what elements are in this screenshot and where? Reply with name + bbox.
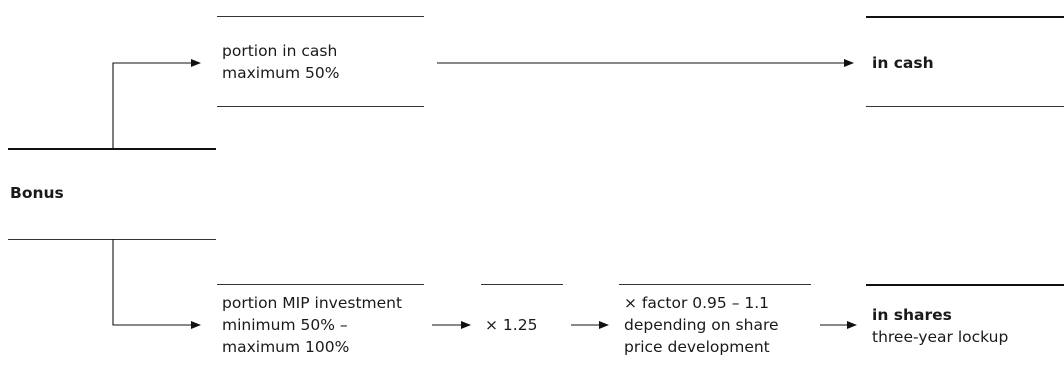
cash-result-bottom-rule (866, 106, 1064, 107)
cash-result-top-rule (866, 16, 1064, 18)
shares-result-top-rule (866, 284, 1064, 286)
bonus-to-mip-connector (112, 239, 201, 329)
cash-result-label: in cash (872, 54, 934, 72)
multiplier-label: × 1.25 (485, 316, 538, 334)
factor-line3: price development (624, 338, 770, 356)
factor-top-rule (619, 284, 811, 285)
factor-line2: depending on share (624, 316, 779, 334)
cash-portion-top-rule (217, 16, 424, 17)
mip-portion-line1: portion MIP investment (222, 294, 403, 312)
bonus-to-cash-connector (112, 59, 201, 148)
shares-result-sub: three-year lockup (872, 328, 1009, 346)
mip-portion-top-rule (217, 284, 424, 285)
shares-result-label: in shares (872, 306, 952, 324)
cash-portion-bottom-rule (217, 106, 424, 107)
multiplier-top-rule (481, 284, 563, 285)
bonus-label: Bonus (10, 184, 64, 202)
bonus-top-rule (8, 148, 216, 150)
cash-portion-line1: portion in cash (222, 42, 338, 60)
cash-portion-line2: maximum 50% (222, 64, 340, 82)
mip-portion-line2: minimum 50% – (222, 316, 348, 334)
bonus-bottom-rule (8, 239, 216, 240)
mip-portion-line3: maximum 100% (222, 338, 350, 356)
factor-line1: × factor 0.95 – 1.1 (624, 294, 770, 312)
